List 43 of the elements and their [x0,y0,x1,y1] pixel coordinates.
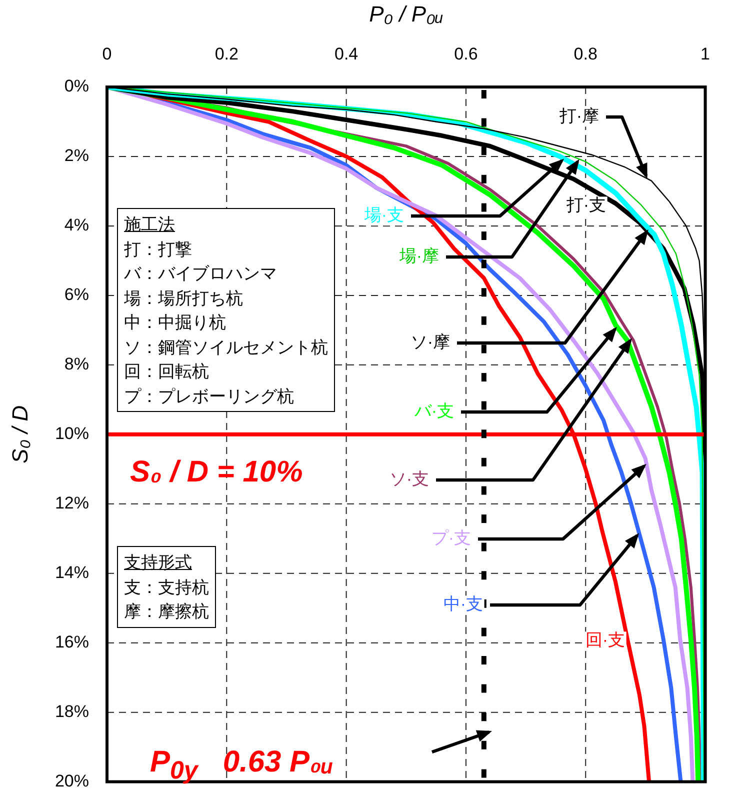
y-tick-label: 16% [54,632,89,652]
key-box: 支持形式 支：支持杭 摩：摩擦杭 [117,546,216,628]
y-tick-label: 10% [54,424,89,444]
text: 場·支 [363,206,405,226]
series-label: 打·支 [565,196,607,216]
annotation: 打：打撃 [124,238,193,260]
annotation: 支持形式 [124,553,192,572]
annotation: 場：場所打ち杭 [124,288,244,310]
y-tick-label: 12% [54,494,89,513]
annotation: 摩：摩擦杭 [124,601,209,623]
text: バ·支 [413,402,455,422]
x-tick-label: 1 [700,44,710,64]
y-tick-label: 14% [54,563,89,582]
text: プ·支 [430,528,472,548]
x-tick-label: 0.6 [454,44,478,64]
x-tick-label: 0.4 [334,44,358,64]
text: ソ·支 [388,470,430,490]
annotation: 施工法 [124,215,175,234]
text: 場·摩 [398,246,440,266]
annotation: 中：中掘り杭 [124,312,227,334]
y-tick-label: 4% [64,216,89,235]
annotation: 回：回転杭 [124,361,210,383]
y-tick-label: 2% [64,146,89,166]
text: 中·支 [442,594,484,614]
x-tick-label: 0.8 [574,44,598,64]
annotation: ソ：鋼管ソイルセメント杭 [124,336,328,358]
annotation: バ：バイブロハンマ [124,263,278,285]
ref-line-label: S₀ / D = 10% [130,456,303,489]
series-label: 回·支 [584,630,626,650]
series-label: 打·摩 [558,106,600,126]
annotation: P$_{0y}$ 0.63 P₀ᵤ [150,745,334,785]
annotation: ソ·摩 [409,332,451,352]
y-tick-label: 6% [64,285,89,304]
y-tick-label: 0% [64,76,89,96]
annotation: 支：支持杭 [124,576,209,598]
y-tick-label: 20% [54,771,89,790]
x-tick-label: 0.2 [214,44,238,64]
x-tick-label: 0 [102,44,112,64]
y-tick-label: 8% [64,354,89,374]
y-tick-label: 18% [54,702,89,722]
x-axis-title: P₀ / P₀ᵤ [369,1,444,26]
annotation: プ：プレボーリング杭 [124,386,295,408]
y-axis-title: S₀ / D [7,405,32,464]
